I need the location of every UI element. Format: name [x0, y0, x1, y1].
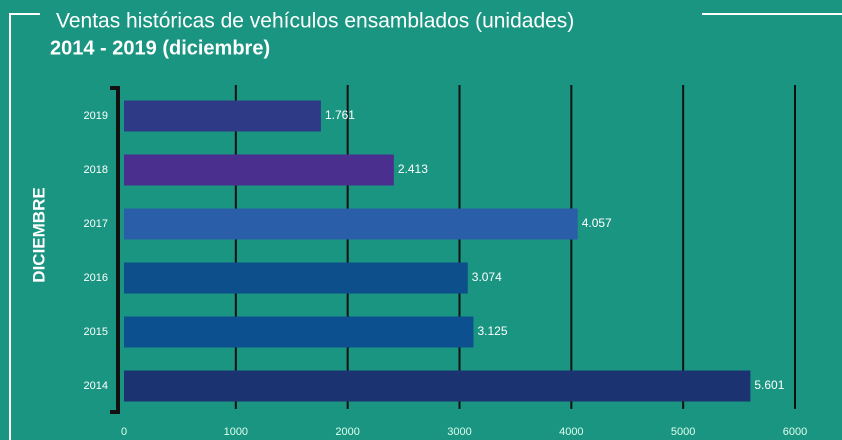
chart-subtitle: 2014 - 2019 (diciembre) [50, 37, 270, 59]
y-tick-label: 2018 [84, 164, 108, 176]
bar [124, 208, 578, 240]
y-tick-label: 2017 [84, 218, 108, 230]
bar [124, 262, 468, 294]
x-tick-label: 0 [121, 426, 127, 438]
value-label: 3.125 [477, 324, 507, 338]
x-tick-label: 5000 [671, 426, 695, 438]
bracket [110, 86, 120, 414]
value-label: 1.761 [325, 108, 355, 122]
y-tick-label: 2015 [84, 326, 108, 338]
bar [124, 370, 751, 402]
x-tick-label: 2000 [335, 426, 359, 438]
x-tick-label: 4000 [559, 426, 583, 438]
value-label: 2.413 [398, 162, 428, 176]
y-axis-label: DICIEMBRE [29, 187, 48, 282]
value-label: 5.601 [754, 378, 784, 392]
y-tick-label: 2014 [84, 380, 108, 392]
x-tick-label: 3000 [447, 426, 471, 438]
frame [9, 13, 40, 440]
bar [124, 100, 321, 132]
y-tick-label: 2019 [84, 110, 108, 122]
x-tick-label: 6000 [783, 426, 807, 438]
bar [124, 316, 474, 348]
bar [124, 154, 394, 186]
value-label: 4.057 [582, 216, 612, 230]
y-tick-label: 2016 [84, 272, 108, 284]
chart-title: Ventas históricas de vehículos ensamblad… [56, 10, 574, 33]
value-label: 3.074 [472, 270, 502, 284]
x-tick-label: 1000 [224, 426, 248, 438]
